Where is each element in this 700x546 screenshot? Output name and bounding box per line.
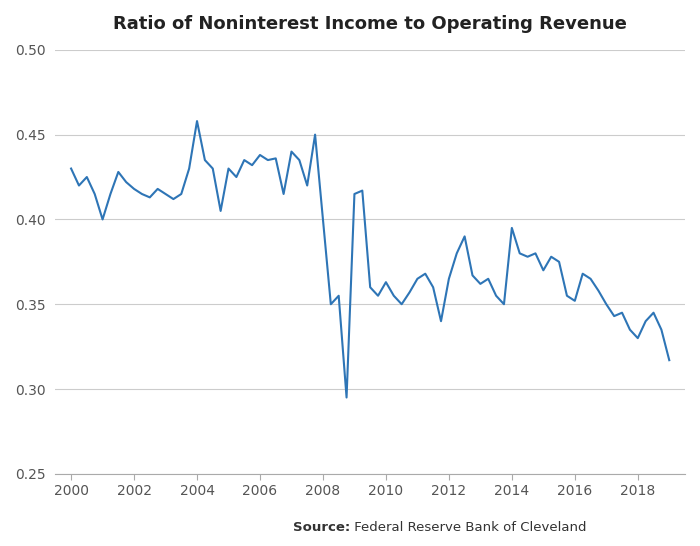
- Text: Source:: Source:: [293, 521, 350, 534]
- Title: Ratio of Noninterest Income to Operating Revenue: Ratio of Noninterest Income to Operating…: [113, 15, 627, 33]
- Text: Federal Reserve Bank of Cleveland: Federal Reserve Bank of Cleveland: [350, 521, 587, 534]
